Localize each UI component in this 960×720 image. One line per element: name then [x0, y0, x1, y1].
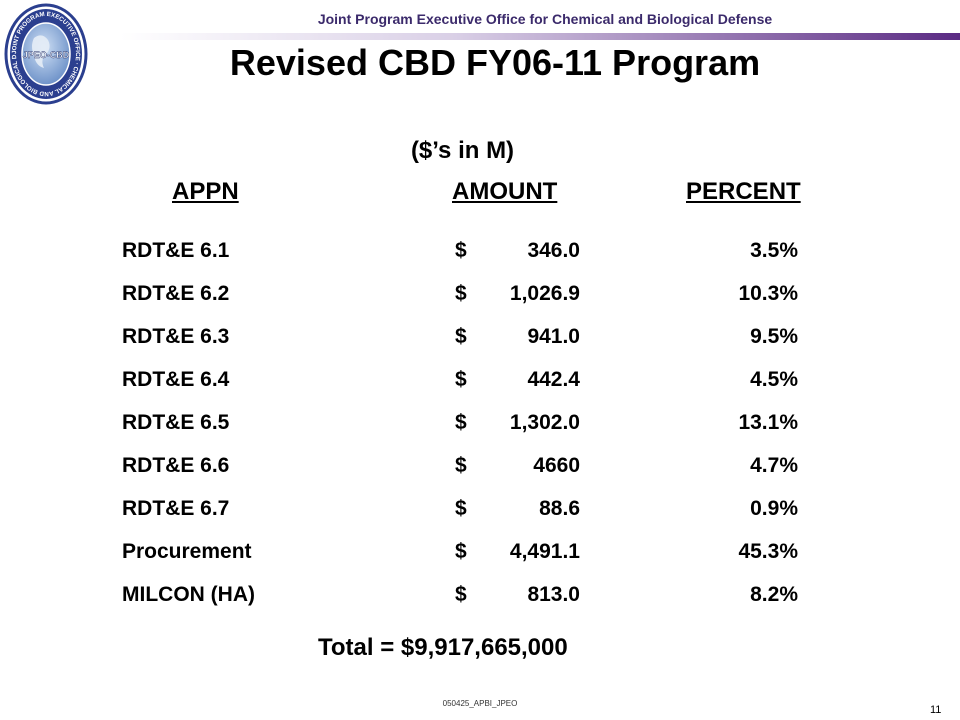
percent-cell: 13.1%: [738, 411, 798, 434]
table-row: RDT&E 6.7 $ 88.6 0.9%: [0, 497, 960, 527]
appn-cell: MILCON (HA): [122, 583, 255, 606]
units-label: ($’s in M): [410, 137, 515, 164]
slide-title: Revised CBD FY06-11 Program: [229, 42, 761, 83]
amount-cell: 346.0: [527, 239, 580, 262]
appn-cell: Procurement: [122, 540, 252, 563]
jpeo-cbd-seal: JOINT PROGRAM EXECUTIVE OFFICE · CHEMICA…: [4, 2, 88, 105]
column-header-percent: PERCENT: [686, 178, 801, 205]
dollar-sign: $: [455, 282, 467, 305]
seal-center-text: JPEO-CBD: [23, 50, 70, 60]
percent-cell: 8.2%: [750, 583, 798, 606]
appn-cell: RDT&E 6.7: [122, 497, 230, 520]
page-number: 11: [930, 704, 942, 716]
dollar-sign: $: [455, 325, 467, 348]
total-amount: Total = $9,917,665,000: [318, 634, 568, 661]
amount-cell: 813.0: [527, 583, 580, 606]
footer-document-code: 050425_APBI_JPEO: [442, 699, 518, 708]
amount-cell: 4660: [533, 454, 580, 477]
amount-cell: 88.6: [539, 497, 580, 520]
appn-cell: RDT&E 6.5: [122, 411, 230, 434]
appn-cell: RDT&E 6.4: [122, 368, 230, 391]
header-rule: [120, 33, 960, 40]
column-header-appn: APPN: [172, 178, 239, 205]
organization-title: Joint Program Executive Office for Chemi…: [317, 11, 773, 27]
percent-cell: 0.9%: [750, 497, 798, 520]
appn-cell: RDT&E 6.6: [122, 454, 230, 477]
table-row: Procurement $ 4,491.1 45.3%: [0, 540, 960, 570]
dollar-sign: $: [455, 411, 467, 434]
dollar-sign: $: [455, 497, 467, 520]
appn-cell: RDT&E 6.1: [122, 239, 230, 262]
amount-cell: 442.4: [527, 368, 580, 391]
percent-cell: 10.3%: [738, 282, 798, 305]
dollar-sign: $: [455, 540, 467, 563]
table-row: RDT&E 6.3 $ 941.0 9.5%: [0, 325, 960, 355]
amount-cell: 4,491.1: [509, 540, 580, 563]
dollar-sign: $: [455, 239, 467, 262]
percent-cell: 45.3%: [738, 540, 798, 563]
table-row: RDT&E 6.4 $ 442.4 4.5%: [0, 368, 960, 398]
table-row: RDT&E 6.5 $ 1,302.0 13.1%: [0, 411, 960, 441]
dollar-sign: $: [455, 368, 467, 391]
percent-cell: 9.5%: [750, 325, 798, 348]
dollar-sign: $: [455, 583, 467, 606]
column-header-amount: AMOUNT: [452, 178, 558, 205]
table-row: RDT&E 6.1 $ 346.0 3.5%: [0, 239, 960, 269]
percent-cell: 4.5%: [750, 368, 798, 391]
amount-cell: 1,026.9: [509, 282, 580, 305]
table-row: RDT&E 6.6 $ 4660 4.7%: [0, 454, 960, 484]
dollar-sign: $: [455, 454, 467, 477]
amount-cell: 941.0: [527, 325, 580, 348]
appn-cell: RDT&E 6.3: [122, 325, 230, 348]
table-row: RDT&E 6.2 $ 1,026.9 10.3%: [0, 282, 960, 312]
percent-cell: 3.5%: [750, 239, 798, 262]
table-row: MILCON (HA) $ 813.0 8.2%: [0, 583, 960, 613]
percent-cell: 4.7%: [750, 454, 798, 477]
appn-cell: RDT&E 6.2: [122, 282, 230, 305]
amount-cell: 1,302.0: [509, 411, 580, 434]
